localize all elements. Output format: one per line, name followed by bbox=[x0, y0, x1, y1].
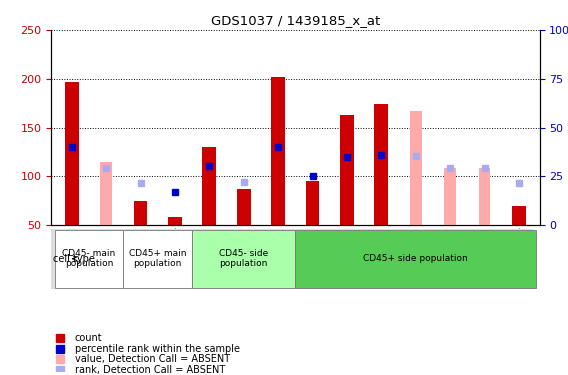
Bar bbox=[237, 189, 250, 225]
Bar bbox=[133, 201, 148, 225]
Text: CD45- side
population: CD45- side population bbox=[219, 249, 269, 268]
Bar bbox=[306, 181, 319, 225]
Bar bbox=[272, 77, 285, 225]
Text: CD45- main
population: CD45- main population bbox=[62, 249, 115, 268]
Text: CD45+ main
population: CD45+ main population bbox=[129, 249, 186, 268]
Bar bbox=[479, 168, 490, 225]
Bar bbox=[512, 206, 526, 225]
Bar bbox=[168, 217, 182, 225]
Bar bbox=[410, 111, 421, 225]
Text: cell type: cell type bbox=[53, 254, 95, 264]
Bar bbox=[295, 230, 536, 288]
Text: value, Detection Call = ABSENT: value, Detection Call = ABSENT bbox=[75, 354, 230, 364]
Bar bbox=[374, 104, 389, 225]
Bar bbox=[101, 162, 112, 225]
Title: GDS1037 / 1439185_x_at: GDS1037 / 1439185_x_at bbox=[211, 15, 380, 27]
Bar bbox=[55, 230, 123, 288]
Bar bbox=[192, 230, 295, 288]
Text: count: count bbox=[75, 333, 103, 343]
Text: CD45+ side population: CD45+ side population bbox=[364, 254, 468, 263]
Bar bbox=[202, 147, 216, 225]
Text: percentile rank within the sample: percentile rank within the sample bbox=[75, 344, 240, 354]
Bar bbox=[340, 115, 354, 225]
Bar bbox=[65, 82, 78, 225]
Text: rank, Detection Call = ABSENT: rank, Detection Call = ABSENT bbox=[75, 365, 225, 375]
Bar bbox=[123, 230, 192, 288]
Bar bbox=[444, 168, 456, 225]
